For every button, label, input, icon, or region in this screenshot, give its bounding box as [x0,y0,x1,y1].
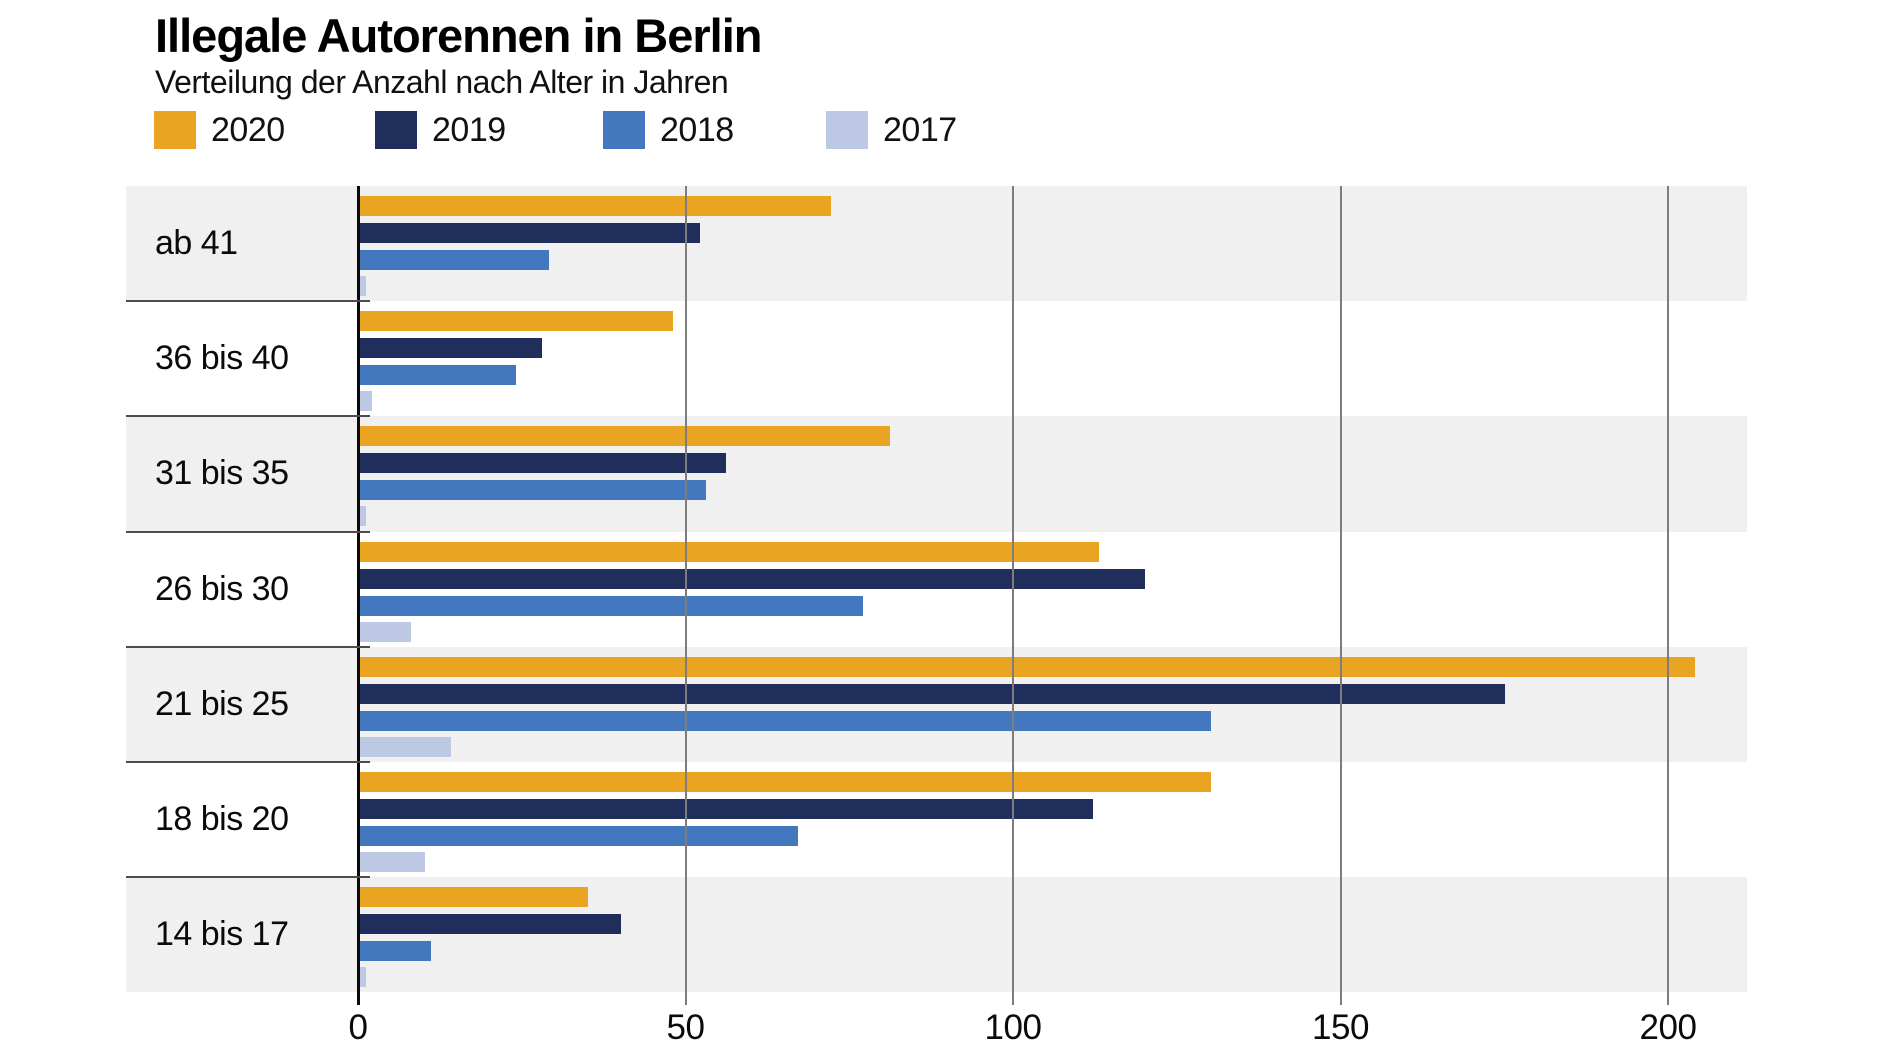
bar-2020 [359,656,1696,677]
legend-swatch-icon [375,111,417,149]
legend-item-2020: 2020 [154,110,285,150]
bar-2019 [359,683,1506,704]
x-gridline [684,186,687,1005]
chart-subtitle: Verteilung der Anzahl nach Alter in Jahr… [155,64,729,100]
legend-label: 2020 [211,110,285,149]
bar-2019 [359,914,621,935]
row-separator-line [126,876,370,879]
category-label: 26 bis 30 [155,569,289,608]
category-label: 21 bis 25 [155,684,289,723]
bar-2018 [359,250,549,270]
bar-2017 [359,621,412,642]
x-tick-label: 200 [1639,1008,1697,1047]
category-label: 14 bis 17 [155,915,289,954]
legend-swatch-icon [154,111,196,149]
bar-2017 [359,852,425,872]
x-tick-label: 100 [984,1008,1042,1047]
bar-2018 [359,595,864,616]
bar-2020 [359,196,831,216]
category-label: 31 bis 35 [155,454,289,493]
bar-2018 [359,710,1211,731]
bar-2018 [359,480,707,501]
x-gridline [1012,186,1014,1005]
bar-2020 [359,772,1211,792]
bar-2018 [359,365,517,386]
category-label: ab 41 [155,224,238,263]
bar-2018 [359,826,798,846]
bar-2017 [359,391,373,412]
legend-item-2017: 2017 [826,110,957,150]
x-tick-label: 50 [666,1008,705,1047]
x-tick-label: 150 [1312,1008,1369,1047]
legend-label: 2018 [660,110,734,149]
x-tick-label: 0 [348,1008,368,1047]
y-axis-zero-line [357,186,360,1005]
bar-2017 [359,506,366,527]
bar-2020 [359,887,589,908]
row-separator-line [126,761,370,763]
category-label: 18 bis 20 [155,800,289,839]
legend-label: 2019 [432,110,506,149]
row-separator-line [126,530,370,533]
legend-item-2018: 2018 [603,110,734,150]
row-separator-line [126,645,370,648]
legend-item-2019: 2019 [375,110,506,150]
bar-2017 [359,276,366,296]
bar-2019 [359,223,700,243]
row-separator-line [126,300,370,303]
bar-2020 [359,541,1100,562]
legend-swatch-icon [603,111,645,149]
chart-title: Illegale Autorennen in Berlin [155,9,762,62]
bar-2017 [359,736,451,757]
bar-2019 [359,799,1093,819]
x-gridline [1339,186,1342,1005]
bar-2019 [359,453,726,474]
bar-2019 [359,568,1145,589]
bar-2018 [359,941,432,962]
category-label: 36 bis 40 [155,339,289,378]
bar-2017 [359,967,366,988]
legend-label: 2017 [883,110,957,149]
row-separator-line [126,415,370,418]
x-gridline [1667,186,1669,1005]
bar-2020 [359,311,674,332]
bar-2020 [359,426,890,447]
legend-swatch-icon [826,111,868,149]
bar-2019 [359,338,543,359]
